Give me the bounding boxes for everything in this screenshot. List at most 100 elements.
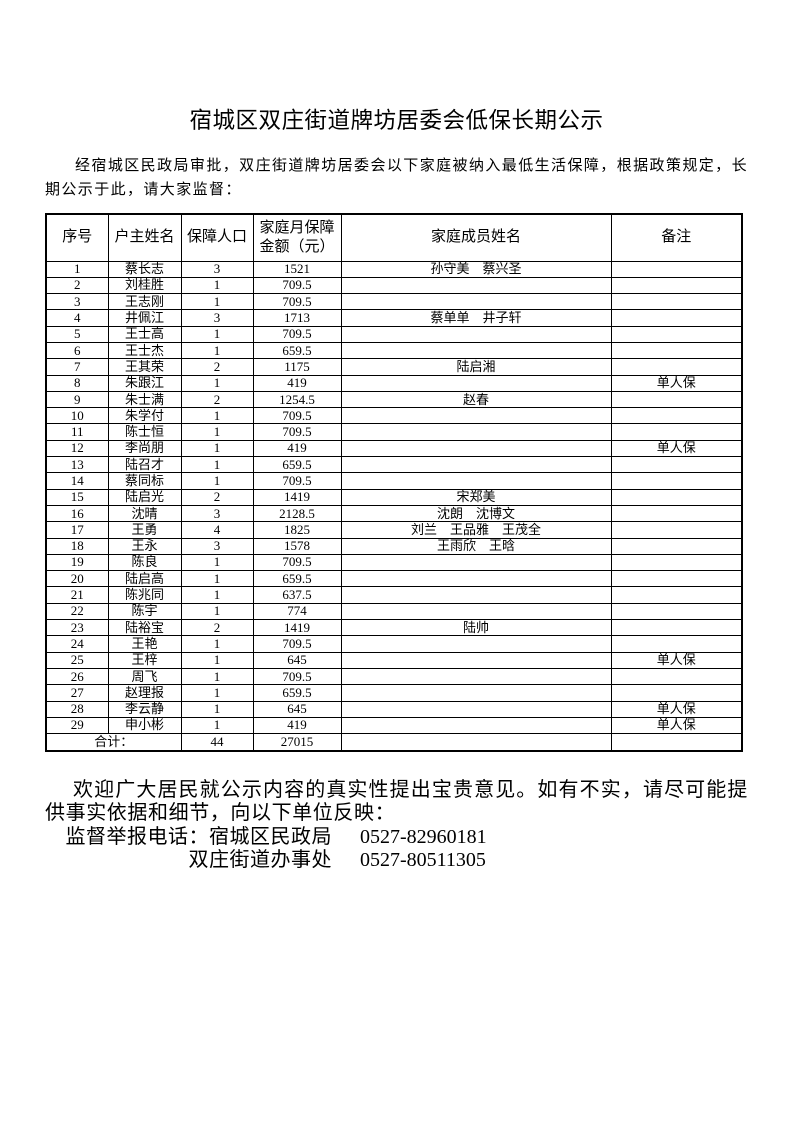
total-row: 合计： 44 27015 — [45, 733, 743, 752]
cell-population: 1 — [180, 700, 254, 718]
cell-index: 22 — [45, 602, 109, 621]
cell-householder-name: 陆启光 — [107, 488, 182, 506]
header-monthly-amount: 家庭月保障金额（元） — [252, 213, 342, 262]
cell-family-members — [340, 667, 612, 686]
cell-population: 3 — [180, 537, 254, 555]
cell-householder-name: 王艳 — [107, 635, 182, 653]
intro-paragraph: 经宿城区民政局审批，双庄街道牌坊居委会以下家庭被纳入最低生活保障，根据政策规定，… — [45, 158, 748, 198]
cell-family-members — [340, 325, 612, 343]
cell-householder-name: 申小彬 — [107, 716, 182, 735]
cell-householder-name: 王勇 — [107, 521, 182, 539]
cell-monthly-amount: 774 — [252, 602, 342, 621]
cell-population: 1 — [180, 586, 254, 604]
cell-remark — [610, 260, 743, 278]
contact-phone-civil-affairs: 0527-82960181 — [360, 825, 487, 848]
table-row: 2 刘桂胜 1 709.5 — [45, 276, 743, 295]
cell-index: 26 — [45, 667, 109, 686]
cell-index: 27 — [45, 684, 109, 702]
cell-monthly-amount: 659.5 — [252, 684, 342, 702]
table-row: 18 王永 3 1578 王雨欣 王晗 — [45, 537, 743, 555]
table-row: 27 赵理报 1 659.5 — [45, 684, 743, 702]
cell-monthly-amount: 1825 — [252, 521, 342, 539]
table-row: 28 李云静 1 645 单人保 — [45, 700, 743, 718]
cell-population: 1 — [180, 602, 254, 621]
cell-index: 2 — [45, 276, 109, 295]
cell-index: 3 — [45, 293, 109, 311]
cell-family-members — [340, 423, 612, 441]
header-family-members: 家庭成员姓名 — [340, 213, 612, 262]
cell-index: 1 — [45, 260, 109, 278]
cell-population: 1 — [180, 651, 254, 669]
feedback-paragraph: 欢迎广大居民就公示内容的真实性提出宝贵意见。如有不实，请尽可能提供事实依据和细节… — [45, 778, 748, 825]
table-row: 22 陈宇 1 774 — [45, 602, 743, 621]
cell-monthly-amount: 709.5 — [252, 325, 342, 343]
benefit-table: 序号 户主姓名 保障人口 家庭月保障金额（元） 家庭成员姓名 备注 1 蔡长志 … — [45, 213, 743, 752]
total-label: 合计： — [45, 733, 182, 752]
cell-monthly-amount: 2128.5 — [252, 504, 342, 523]
cell-family-members: 陆帅 — [340, 619, 612, 637]
contact-row-civil-affairs: 监督举报电话：宿城区民政局 0527-82960181 — [45, 826, 748, 850]
cell-family-members — [340, 635, 612, 653]
cell-remark — [610, 570, 743, 588]
cell-family-members: 陆启湘 — [340, 358, 612, 376]
cell-index: 17 — [45, 521, 109, 539]
cell-remark — [610, 537, 743, 555]
cell-householder-name: 陆启高 — [107, 570, 182, 588]
cell-index: 20 — [45, 570, 109, 588]
table-row: 21 陈兆同 1 637.5 — [45, 586, 743, 604]
cell-family-members: 孙守美 蔡兴圣 — [340, 260, 612, 278]
cell-remark: 单人保 — [610, 716, 743, 735]
cell-remark — [610, 602, 743, 621]
cell-family-members — [340, 651, 612, 669]
cell-family-members: 宋郑美 — [340, 488, 612, 506]
cell-remark — [610, 553, 743, 572]
header-population: 保障人口 — [180, 213, 254, 262]
cell-monthly-amount: 1419 — [252, 488, 342, 506]
header-index: 序号 — [45, 213, 109, 262]
cell-remark: 单人保 — [610, 651, 743, 669]
cell-monthly-amount: 709.5 — [252, 423, 342, 441]
cell-family-members — [340, 472, 612, 490]
cell-family-members: 王雨欣 王晗 — [340, 537, 612, 555]
cell-householder-name: 朱学付 — [107, 407, 182, 425]
table-row: 15 陆启光 2 1419 宋郑美 — [45, 488, 743, 506]
cell-remark — [610, 293, 743, 311]
cell-family-members — [340, 553, 612, 572]
cell-monthly-amount: 637.5 — [252, 586, 342, 604]
cell-index: 16 — [45, 504, 109, 523]
cell-population: 2 — [180, 488, 254, 506]
cell-householder-name: 陆裕宝 — [107, 619, 182, 637]
cell-remark — [610, 390, 743, 409]
table-row: 24 王艳 1 709.5 — [45, 635, 743, 653]
table-row: 5 王士高 1 709.5 — [45, 325, 743, 343]
table-row: 12 李尚朋 1 419 单人保 — [45, 439, 743, 458]
cell-index: 7 — [45, 358, 109, 376]
cell-householder-name: 王志刚 — [107, 293, 182, 311]
contact-org-civil-affairs: 监督举报电话：宿城区民政局 — [65, 825, 332, 848]
cell-monthly-amount: 659.5 — [252, 341, 342, 360]
cell-family-members: 沈朗 沈博文 — [340, 504, 612, 523]
cell-population: 1 — [180, 423, 254, 441]
table-header: 序号 户主姓名 保障人口 家庭月保障金额（元） 家庭成员姓名 备注 — [45, 213, 743, 262]
cell-monthly-amount: 1713 — [252, 309, 342, 327]
cell-householder-name: 王士杰 — [107, 341, 182, 360]
cell-family-members — [340, 684, 612, 702]
cell-population: 1 — [180, 684, 254, 702]
cell-family-members — [340, 456, 612, 474]
cell-family-members: 赵春 — [340, 390, 612, 409]
total-amount: 27015 — [252, 733, 342, 752]
cell-remark — [610, 504, 743, 523]
cell-index: 28 — [45, 700, 109, 718]
cell-monthly-amount: 645 — [252, 700, 342, 718]
cell-population: 1 — [180, 667, 254, 686]
cell-population: 2 — [180, 390, 254, 409]
table-row: 23 陆裕宝 2 1419 陆帅 — [45, 619, 743, 637]
cell-remark — [610, 276, 743, 295]
cell-monthly-amount: 709.5 — [252, 407, 342, 425]
cell-householder-name: 李尚朋 — [107, 439, 182, 458]
total-members-empty — [340, 733, 612, 752]
cell-family-members — [340, 570, 612, 588]
cell-index: 18 — [45, 537, 109, 555]
cell-remark — [610, 586, 743, 604]
